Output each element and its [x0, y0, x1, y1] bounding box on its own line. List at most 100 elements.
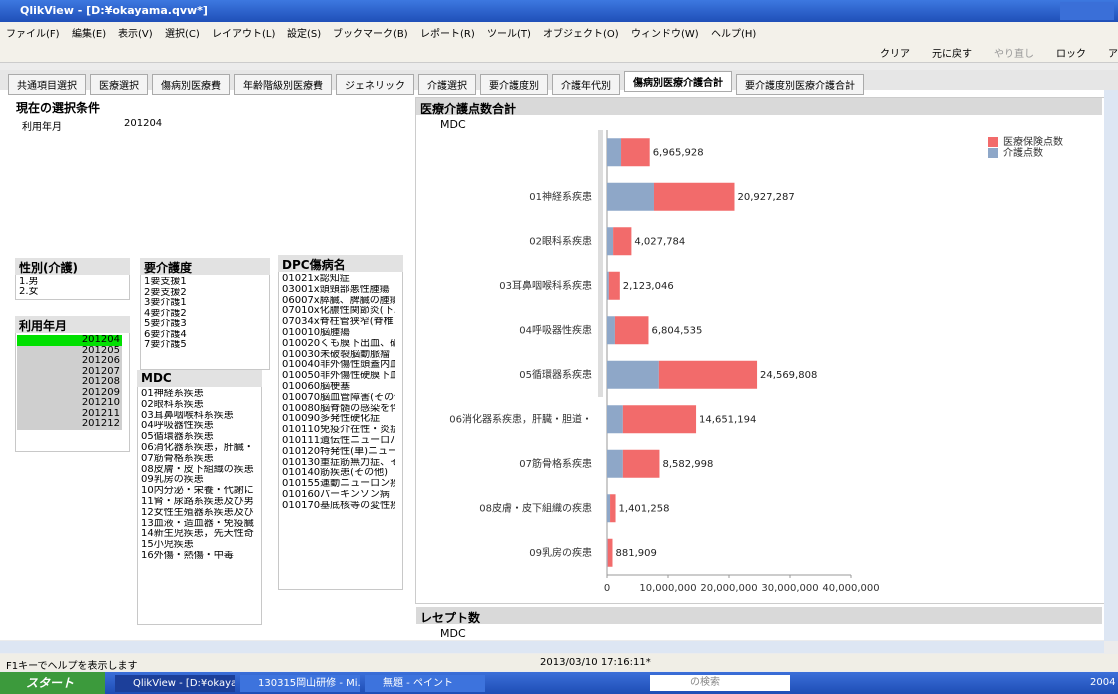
list-item[interactable]: 010155運動ニューロン疾患	[280, 479, 395, 490]
h-scrollbar[interactable]	[0, 641, 1104, 653]
menu-item[interactable]: オブジェクト(O)	[543, 29, 619, 40]
list-item[interactable]: 010111遺伝性ニューロパチ	[280, 436, 395, 447]
list-item[interactable]: 03001x頭頸部悪性腫瘍	[280, 284, 395, 296]
list-item[interactable]: 010070脳血管障害(その他	[280, 392, 395, 404]
list-title: 性別(介護)	[15, 258, 130, 275]
menu-item[interactable]: レポート(R)	[420, 29, 475, 40]
list-item[interactable]: 010060脳梗塞	[280, 382, 395, 393]
list-item[interactable]: 7要介護5	[142, 340, 262, 351]
tab[interactable]: 医療選択	[90, 74, 148, 95]
toolbar-button[interactable]: クリア	[880, 49, 910, 60]
toolbar-button[interactable]: アンロック	[1108, 49, 1118, 60]
list-item[interactable]: 6要介護4	[142, 329, 262, 340]
list-item[interactable]: 010110免疫介在性・炎症	[280, 425, 395, 436]
list-item[interactable]: 05循環器系疾患	[139, 432, 254, 443]
start-button[interactable]: スタート	[0, 672, 105, 694]
list-item[interactable]: 201208	[17, 377, 122, 388]
tab[interactable]: 要介護度別	[480, 74, 548, 95]
tab[interactable]: 年齢階級別医療費	[234, 74, 332, 95]
panel-dimension[interactable]: MDC	[440, 627, 466, 640]
list-item[interactable]: 12女性生殖器系疾患及び	[139, 507, 254, 519]
list-item[interactable]: 010090多発性硬化症	[280, 414, 395, 426]
list-item[interactable]: 201207	[17, 366, 122, 377]
tab[interactable]: 介護年代別	[552, 74, 620, 95]
list-item[interactable]: 201205	[17, 345, 122, 356]
window-controls[interactable]	[1060, 2, 1114, 20]
list-item[interactable]: 010160パーキンソン病	[280, 490, 395, 501]
list-item[interactable]: 010010脳腫瘍	[280, 328, 395, 339]
tab[interactable]: ジェネリック	[336, 74, 414, 95]
list-item[interactable]: 5要介護3	[142, 319, 262, 330]
status-help: F1キーでヘルプを表示します	[6, 661, 138, 672]
list-item[interactable]: 010170基底核等の変性疾	[280, 500, 395, 512]
list-item[interactable]: 13血液・造血器・免疫臓器	[139, 518, 254, 530]
toolbar	[0, 40, 1118, 63]
v-scrollbar[interactable]	[1104, 90, 1118, 641]
list-item[interactable]: 1要支援1	[142, 277, 262, 288]
chart-dimension[interactable]: MDC	[440, 118, 466, 131]
menu-item[interactable]: レイアウト(L)	[212, 29, 276, 40]
menu-item[interactable]: ファイル(F)	[6, 29, 60, 40]
list-item[interactable]: 010140筋疾患(その他)	[280, 468, 395, 480]
taskbar-item[interactable]: QlikView - [D:¥okaya...	[115, 675, 235, 692]
list-item[interactable]: 010120特発性(単)ニュー(	[280, 446, 395, 458]
list-item[interactable]: 07010x化膿性関節炎(下.	[280, 306, 395, 318]
tab[interactable]: 傷病別医療費	[152, 74, 230, 95]
tab[interactable]: 共通項目選択	[8, 74, 86, 95]
list-item[interactable]: 010050非外傷性硬膜下血	[280, 371, 395, 382]
list-item[interactable]: 07034x脊柱管狭窄(脊椎	[280, 317, 395, 328]
list-item[interactable]: 16外傷・熱傷・中毒	[139, 551, 254, 562]
list-item[interactable]: 06消化器系疾患，肝臓・胆	[139, 443, 254, 454]
list-item[interactable]: 08皮膚・皮下組織の疾患	[139, 464, 254, 476]
tab[interactable]: 介護選択	[418, 74, 476, 95]
list-item[interactable]: 1.男	[17, 277, 122, 287]
menu-item[interactable]: ブックマーク(B)	[333, 29, 408, 40]
list-item[interactable]: 11腎・尿路系疾患及び男	[139, 497, 254, 508]
list-item[interactable]: 01021x認知症	[280, 274, 395, 285]
list-item[interactable]: 2.女	[17, 287, 122, 297]
list-item[interactable]: 201209	[17, 387, 122, 398]
list-item[interactable]: 3要介護1	[142, 298, 262, 309]
list-item[interactable]: 06007x膵臓、脾臓の腫瘍	[280, 295, 395, 307]
list-item[interactable]: 07筋骨格系疾患	[139, 453, 254, 465]
list-item[interactable]: 010130重症筋無力症、そ	[280, 457, 395, 469]
list-item[interactable]: 09乳房の疾患	[139, 475, 254, 487]
list-item[interactable]: 201206	[17, 356, 122, 367]
list-item[interactable]: 4要介護2	[142, 308, 262, 319]
list-item[interactable]: 010020くも膜下出血、破裂	[280, 338, 395, 350]
list-item[interactable]: 10内分泌・栄養・代謝に関	[139, 486, 254, 497]
list-item[interactable]: 04呼吸器性疾患	[139, 421, 254, 433]
list-item[interactable]: 02眼科系疾患	[139, 399, 254, 411]
menu-item[interactable]: 編集(E)	[72, 29, 107, 40]
list-item[interactable]: 14新生児疾患，先天性奇	[139, 529, 254, 541]
menu-item[interactable]: 設定(S)	[287, 29, 322, 40]
menu-item[interactable]: ツール(T)	[487, 29, 531, 40]
list-item[interactable]: 010080脳脊髄の感染を伴	[280, 403, 395, 415]
list-item[interactable]: 201212	[17, 419, 122, 430]
list-item[interactable]: 010030未破裂脳動脈瘤	[280, 349, 395, 361]
menu-item[interactable]: 表示(V)	[118, 29, 153, 40]
menu-item[interactable]: 選択(C)	[165, 29, 200, 40]
status-time: 2013/03/10 17:16:11*	[540, 657, 651, 668]
toolbar-button[interactable]: 元に戻す	[932, 49, 972, 60]
list-item[interactable]: 2要支援2	[142, 287, 262, 298]
list-item[interactable]: 010040非外傷性頭蓋内血	[280, 360, 395, 372]
tab[interactable]: 要介護度別医療介護合計	[736, 74, 864, 95]
taskbar-item[interactable]: 無題 - ペイント	[365, 675, 485, 692]
menu-item[interactable]: ウィンドウ(W)	[631, 29, 699, 40]
list-item[interactable]: 15小児疾患	[139, 540, 254, 551]
selection-field: 利用年月	[22, 122, 62, 133]
list-item[interactable]: 201211	[17, 408, 122, 419]
tab[interactable]: 傷病別医療介護合計	[624, 71, 732, 92]
taskbar-item[interactable]: 130315岡山研修 - Mi...	[240, 675, 360, 692]
toolbar-button[interactable]: ロック	[1056, 49, 1086, 60]
menu-item[interactable]: ヘルプ(H)	[711, 29, 757, 40]
toolbar-button[interactable]: やり直し	[994, 49, 1034, 60]
status-bar	[0, 654, 1118, 671]
list-item[interactable]: 201210	[17, 398, 122, 409]
list-item[interactable]: 01神経系疾患	[139, 389, 254, 400]
list-item[interactable]: 201204	[17, 335, 122, 346]
taskbar-search[interactable]: の検索	[650, 675, 790, 691]
list-item[interactable]: 03耳鼻咽喉科系疾患	[139, 410, 254, 422]
